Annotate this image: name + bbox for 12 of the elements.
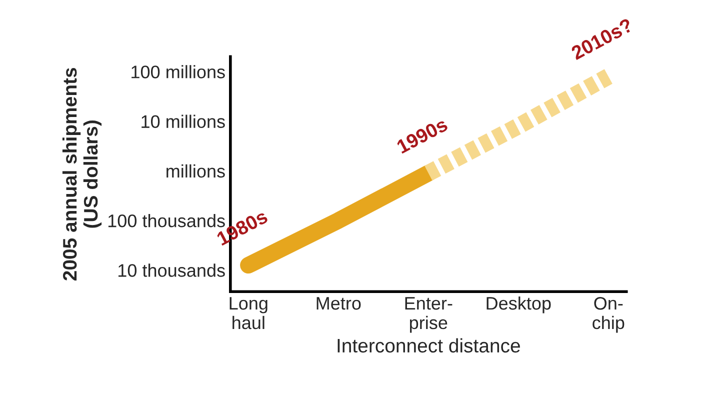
x-tick-label: Metro <box>316 297 361 310</box>
x-axis-title: Interconnect distance <box>338 338 520 353</box>
y-tick-label: 10 thousands <box>118 264 225 277</box>
annotation: 1990s <box>396 117 448 154</box>
y-tick-label: 10 millions <box>142 114 225 128</box>
x-tick-label: Desktop <box>486 296 551 314</box>
x-tick-label: Enter- prise <box>405 297 452 333</box>
y-axis-title: 2005 annual shipments (US dollars) <box>62 68 102 280</box>
x-tick-label: Long haul <box>230 297 268 330</box>
x-tick-label: On- chip <box>592 296 624 333</box>
y-tick-label: 100 millions <box>132 65 225 78</box>
y-tick-label: millions <box>166 164 225 178</box>
